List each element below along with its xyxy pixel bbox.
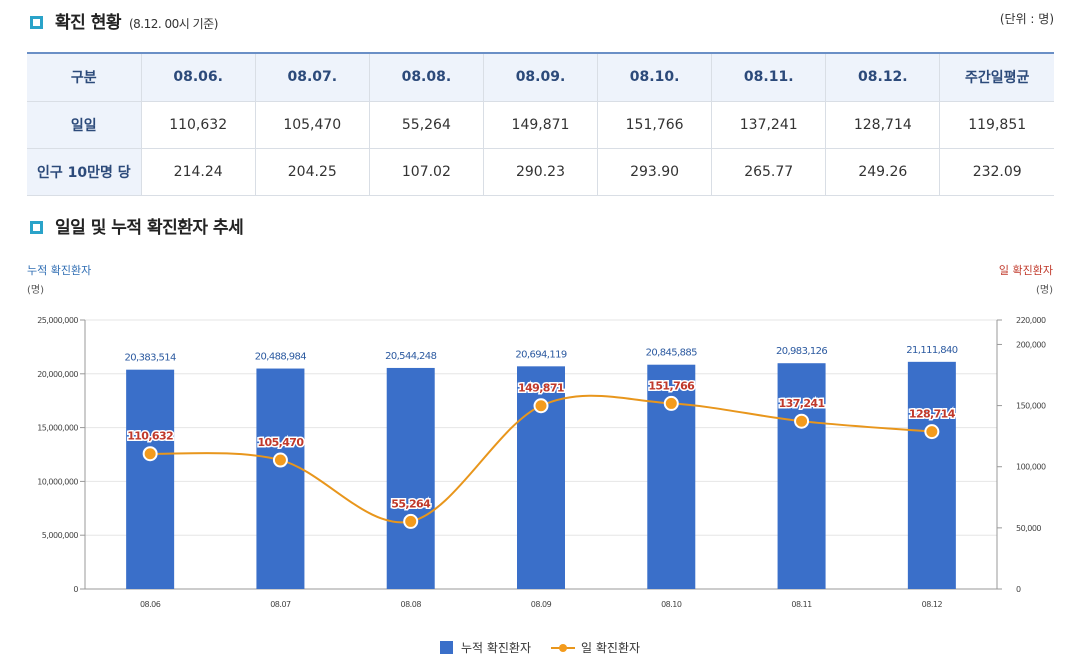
square-bullet-icon: [30, 221, 43, 234]
table-cell: 149,871: [482, 100, 599, 149]
table-row: 인구 10만명 당 214.24 204.25 107.02 290.23 29…: [27, 147, 1054, 196]
table-cell: 128,714: [825, 100, 941, 149]
column-header: 08.08.: [368, 52, 484, 102]
square-bullet-icon: [30, 16, 43, 29]
right-tick-label: 0: [1016, 585, 1021, 594]
bar: [386, 367, 435, 589]
section-title-status: 확진 현황 (8.12. 00시 기준): [30, 8, 218, 33]
line-point: [663, 395, 679, 411]
table-header-row: 구분 08.06. 08.07. 08.08. 08.09. 08.10. 08…: [27, 52, 1054, 102]
bar-value-label: 21,111,840: [906, 345, 957, 356]
bar-value-label: 20,845,885: [646, 348, 697, 359]
table-cell: 110,632: [140, 100, 256, 149]
status-table: 구분 08.06. 08.07. 08.08. 08.09. 08.10. 08…: [27, 52, 1054, 196]
x-tick-label: 08.08: [401, 600, 422, 609]
x-tick-label: 08.11: [791, 600, 812, 609]
legend-item-cumulative[interactable]: 누적 확진환자: [439, 639, 532, 656]
right-tick-label: 100,000: [1016, 463, 1046, 472]
line-point: [403, 513, 419, 529]
table-cell: 204.25: [254, 147, 370, 196]
line-point: [142, 446, 158, 462]
bar-value-label: 20,694,119: [515, 349, 566, 360]
column-header: 08.07.: [254, 52, 370, 102]
column-header: 주간일평균: [939, 52, 1054, 102]
line-value-label: 137,241: [779, 397, 825, 410]
bar-value-label: 20,383,514: [125, 353, 176, 364]
right-tick-label: 220,000: [1016, 316, 1046, 325]
legend-item-daily[interactable]: 일 확진환자: [551, 639, 640, 656]
x-tick-label: 08.09: [531, 600, 552, 609]
trend-title: 일일 및 누적 확진환자 추세: [55, 218, 244, 238]
x-tick-label: 08.10: [661, 600, 682, 609]
line-value-label: 55,264: [391, 497, 431, 510]
line-point: [533, 398, 549, 414]
table-cell: 249.26: [825, 147, 941, 196]
line-value-label: 151,766: [648, 379, 695, 392]
line-value-label: 105,470: [257, 436, 304, 449]
table-cell: 290.23: [482, 147, 599, 196]
table-cell: 105,470: [254, 100, 370, 149]
x-tick-label: 08.12: [922, 600, 943, 609]
x-tick-label: 08.06: [140, 600, 161, 609]
line-value-label: 110,632: [127, 430, 173, 443]
bar: [777, 363, 826, 589]
line-point: [272, 452, 288, 468]
bar: [907, 361, 956, 589]
bar: [126, 369, 175, 589]
trend-chart: 0 5,000,000 10,000,000 15,000,000 20,000,000…: [27, 263, 1053, 609]
line-point: [924, 424, 940, 440]
table-cell: 137,241: [711, 100, 827, 149]
table-cell: 107.02: [368, 147, 484, 196]
left-tick-label: 5,000,000: [42, 531, 79, 540]
bar-value-label: 20,544,248: [385, 351, 436, 362]
legend-label: 일 확진환자: [581, 641, 641, 655]
bar-swatch-icon: [439, 641, 453, 654]
right-tick-label: 200,000: [1016, 340, 1046, 349]
table-cell: 119,851: [939, 100, 1054, 149]
bar: [256, 368, 305, 589]
left-tick-label: 25,000,000: [37, 316, 78, 325]
table-cell: 232.09: [939, 147, 1054, 196]
line-value-label: 149,871: [518, 382, 564, 395]
column-header: 08.11.: [711, 52, 827, 102]
left-tick-label: 15,000,000: [37, 424, 78, 433]
right-tick-label: 50,000: [1016, 524, 1041, 533]
left-tick-label: 0: [73, 585, 78, 594]
right-axis-title: 일 확진환자: [999, 263, 1053, 277]
x-tick-label: 08.07: [270, 600, 291, 609]
right-axis-unit: (명): [1036, 284, 1053, 296]
column-header: 08.12.: [825, 52, 941, 102]
column-header: 구분: [27, 52, 142, 102]
legend-label: 누적 확진환자: [460, 641, 532, 655]
left-tick-label: 10,000,000: [37, 477, 78, 486]
unit-label: (단위 : 명): [999, 12, 1054, 26]
table-cell: 214.24: [140, 147, 256, 196]
bar-value-label: 20,488,984: [255, 352, 306, 363]
line-point: [794, 413, 810, 429]
table-row: 일일 110,632 105,470 55,264 149,871 151,76…: [27, 100, 1054, 149]
column-header: 08.09.: [482, 52, 599, 102]
column-header: 08.10.: [597, 52, 713, 102]
status-title: 확진 현황: [55, 13, 121, 33]
status-subtitle: (8.12. 00시 기준): [128, 17, 218, 31]
table-cell: 265.77: [711, 147, 827, 196]
table-cell: 293.90: [597, 147, 713, 196]
left-axis-unit: (명): [27, 284, 44, 296]
line-marker-icon: [551, 642, 576, 654]
chart-legend: 누적 확진환자 일 확진환자: [0, 639, 1080, 656]
line-value-label: 128,714: [909, 408, 956, 421]
section-title-trend: 일일 및 누적 확진환자 추세: [30, 213, 244, 238]
left-axis-title: 누적 확진환자: [27, 264, 91, 277]
left-tick-label: 20,000,000: [37, 370, 78, 379]
table-cell: 151,766: [597, 100, 713, 149]
right-tick-label: 150,000: [1016, 402, 1046, 411]
column-header: 08.06.: [140, 52, 256, 102]
table-cell: 55,264: [368, 100, 484, 149]
row-header: 일일: [27, 100, 142, 149]
row-header: 인구 10만명 당: [27, 147, 142, 196]
bar-value-label: 20,983,126: [776, 346, 827, 357]
